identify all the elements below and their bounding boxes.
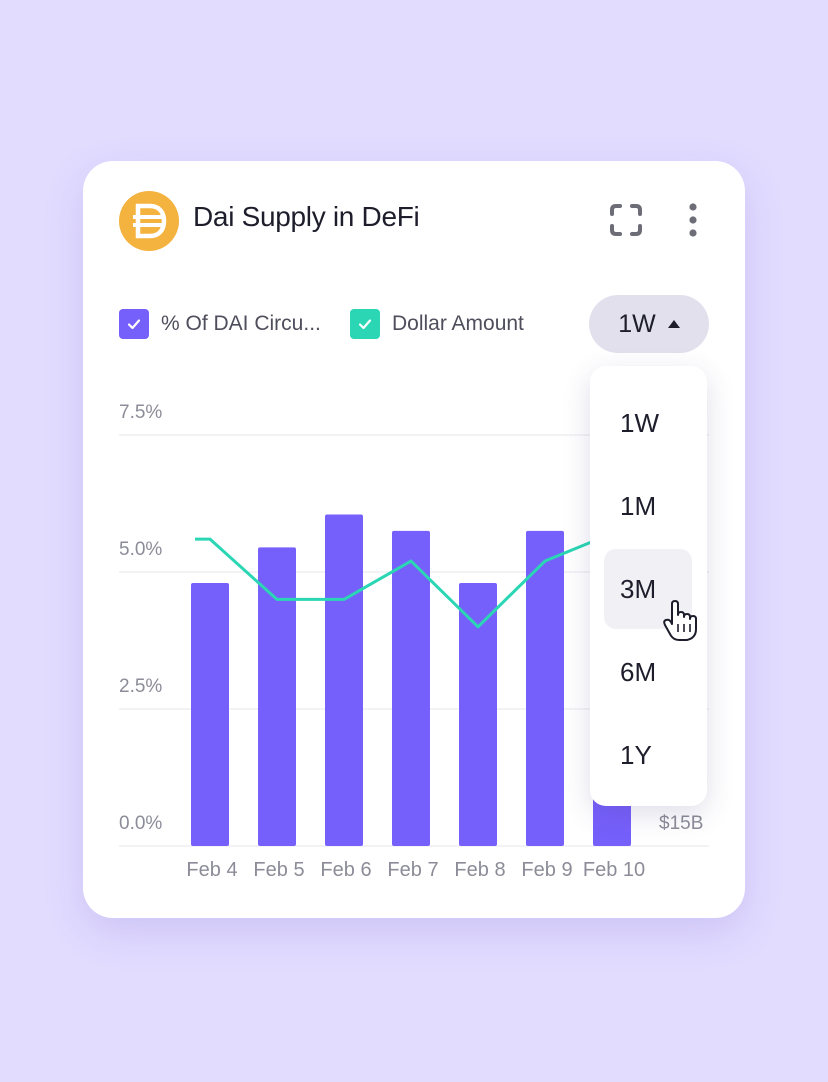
y2-tick-label: $15B xyxy=(659,813,704,834)
bar-feb-6[interactable] xyxy=(325,514,363,846)
y-tick-label: 5.0% xyxy=(119,539,163,560)
range-selected-value: 1W xyxy=(618,309,656,338)
caret-up-icon xyxy=(667,320,680,328)
hand-pointer-cursor-icon xyxy=(663,600,697,641)
dollar-amount-line xyxy=(195,532,613,629)
bar-feb-4[interactable] xyxy=(191,582,229,846)
legend-item-percent[interactable]: % Of DAI Circu... xyxy=(119,309,321,339)
x-tick-label: Feb 5 xyxy=(253,859,305,881)
x-tick-label: Feb 10 xyxy=(582,859,646,881)
y-tick-label: 0.0% xyxy=(119,813,163,834)
y-tick-label: 2.5% xyxy=(119,676,163,697)
bar-feb-9[interactable] xyxy=(526,530,564,846)
checkbox-checked-icon xyxy=(350,309,380,339)
widget-title: Dai Supply in DeFi xyxy=(193,201,420,232)
range-option-1y[interactable]: 1Y xyxy=(620,739,652,770)
expand-icon xyxy=(610,204,642,236)
dai-logo-icon xyxy=(119,191,179,251)
y-tick-label: 7.5% xyxy=(119,402,163,423)
range-option-1w[interactable]: 1W xyxy=(620,407,659,438)
expand-button[interactable] xyxy=(609,203,643,237)
checkbox-checked-icon xyxy=(119,309,149,339)
x-tick-label: Feb 7 xyxy=(387,859,439,881)
range-option-1m[interactable]: 1M xyxy=(620,490,657,521)
range-dropdown-menu: 1W 1M 3M 6M 1Y xyxy=(590,366,707,806)
legend-label: Dollar Amount xyxy=(392,312,524,335)
bar-feb-8[interactable] xyxy=(459,582,497,846)
legend-item-dollar[interactable]: Dollar Amount xyxy=(350,309,524,339)
x-tick-label: Feb 9 xyxy=(521,859,573,881)
bar-feb-7[interactable] xyxy=(392,530,430,846)
x-tick-label: Feb 6 xyxy=(320,859,372,881)
more-options-button[interactable] xyxy=(681,201,705,241)
x-tick-label: Feb 4 xyxy=(186,859,238,881)
legend-label: % Of DAI Circu... xyxy=(161,312,321,335)
bar-feb-5[interactable] xyxy=(258,547,296,846)
more-vertical-icon xyxy=(689,203,697,237)
range-option-6m[interactable]: 6M xyxy=(620,656,657,687)
range-selector-button[interactable]: 1W xyxy=(589,295,709,353)
x-tick-label: Feb 8 xyxy=(454,859,506,881)
